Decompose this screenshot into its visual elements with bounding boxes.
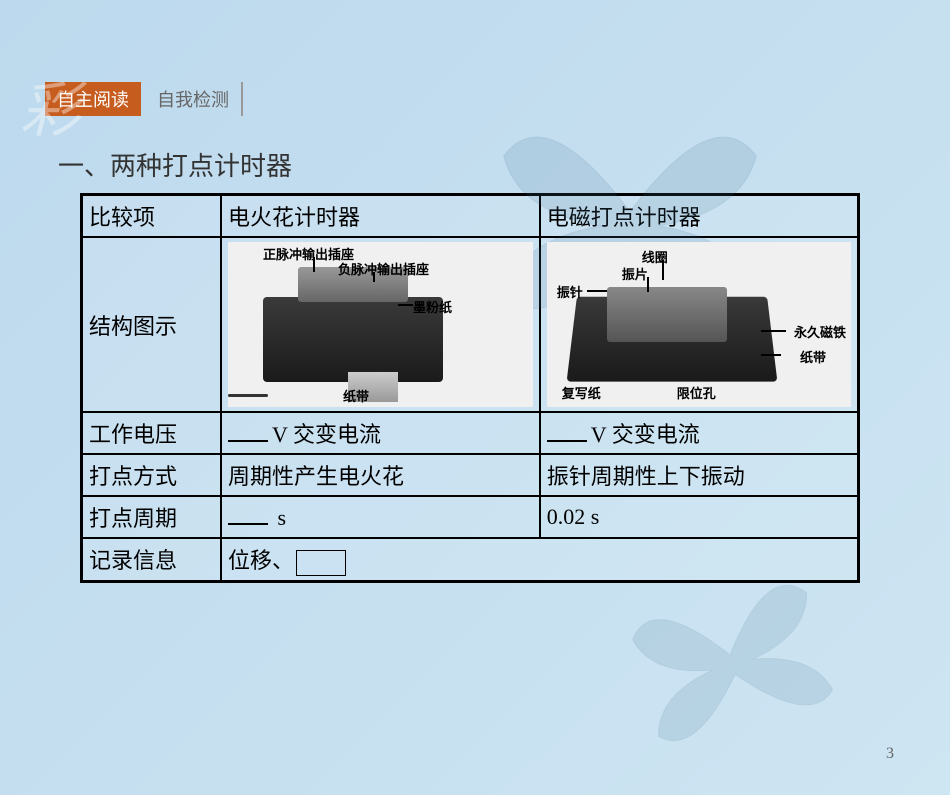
comparison-table: 比较项 电火花计时器 电磁打点计时器 结构图示 正脉冲输出插座 负脉冲输出插座 … bbox=[80, 193, 860, 583]
page-number: 3 bbox=[886, 745, 894, 763]
label-needle: 振针 bbox=[557, 282, 583, 301]
label-neg-socket: 负脉冲输出插座 bbox=[338, 259, 429, 278]
header-spark-timer: 电火花计时器 bbox=[221, 195, 540, 238]
cell-method-em: 振针周期性上下振动 bbox=[540, 454, 859, 496]
tab-bar: 自主阅读 自我检测 bbox=[45, 82, 950, 116]
row-label-period: 打点周期 bbox=[82, 496, 222, 538]
blank-record bbox=[296, 550, 346, 576]
label-carbon: 复写纸 bbox=[562, 383, 601, 402]
label-tape-2: 纸带 bbox=[800, 347, 826, 366]
cell-voltage-spark: V 交变电流 bbox=[221, 412, 540, 454]
cell-method-spark: 周期性产生电火花 bbox=[221, 454, 540, 496]
background-calligraphy: 彩 bbox=[20, 62, 80, 149]
table-row-voltage: 工作电压 V 交变电流 V 交变电流 bbox=[82, 412, 859, 454]
blank-voltage-2 bbox=[547, 420, 587, 442]
label-magnet: 永久磁铁 bbox=[794, 322, 846, 341]
blank-voltage-1 bbox=[228, 420, 268, 442]
header-compare: 比较项 bbox=[82, 195, 222, 238]
label-ink-paper: 墨粉纸 bbox=[413, 297, 452, 316]
label-tape-1: 纸带 bbox=[343, 386, 369, 405]
table-row-method: 打点方式 周期性产生电火花 振针周期性上下振动 bbox=[82, 454, 859, 496]
blank-period bbox=[228, 503, 268, 525]
cell-record-merged: 位移、 bbox=[221, 538, 859, 581]
table-row-record: 记录信息 位移、 bbox=[82, 538, 859, 581]
row-label-structure: 结构图示 bbox=[82, 237, 222, 412]
section-title: 一、两种打点计时器 bbox=[58, 146, 950, 183]
row-label-method: 打点方式 bbox=[82, 454, 222, 496]
header-electromagnetic-timer: 电磁打点计时器 bbox=[540, 195, 859, 238]
row-label-voltage: 工作电压 bbox=[82, 412, 222, 454]
table-header-row: 比较项 电火花计时器 电磁打点计时器 bbox=[82, 195, 859, 238]
cell-period-spark: s bbox=[221, 496, 540, 538]
diagram-electromagnetic-timer: 线圈 振片 振针 永久磁铁 纸带 复写纸 限位孔 bbox=[540, 237, 859, 412]
label-vibrator: 振片 bbox=[622, 264, 648, 283]
tab-self-test[interactable]: 自我检测 bbox=[145, 82, 243, 116]
table-row-structure: 结构图示 正脉冲输出插座 负脉冲输出插座 墨粉纸 纸带 线圈 振片 振针 永久磁… bbox=[82, 237, 859, 412]
label-limit-hole: 限位孔 bbox=[677, 383, 716, 402]
table-row-period: 打点周期 s 0.02 s bbox=[82, 496, 859, 538]
cell-voltage-em: V 交变电流 bbox=[540, 412, 859, 454]
cell-period-em: 0.02 s bbox=[540, 496, 859, 538]
row-label-record: 记录信息 bbox=[82, 538, 222, 581]
diagram-spark-timer: 正脉冲输出插座 负脉冲输出插座 墨粉纸 纸带 bbox=[221, 237, 540, 412]
